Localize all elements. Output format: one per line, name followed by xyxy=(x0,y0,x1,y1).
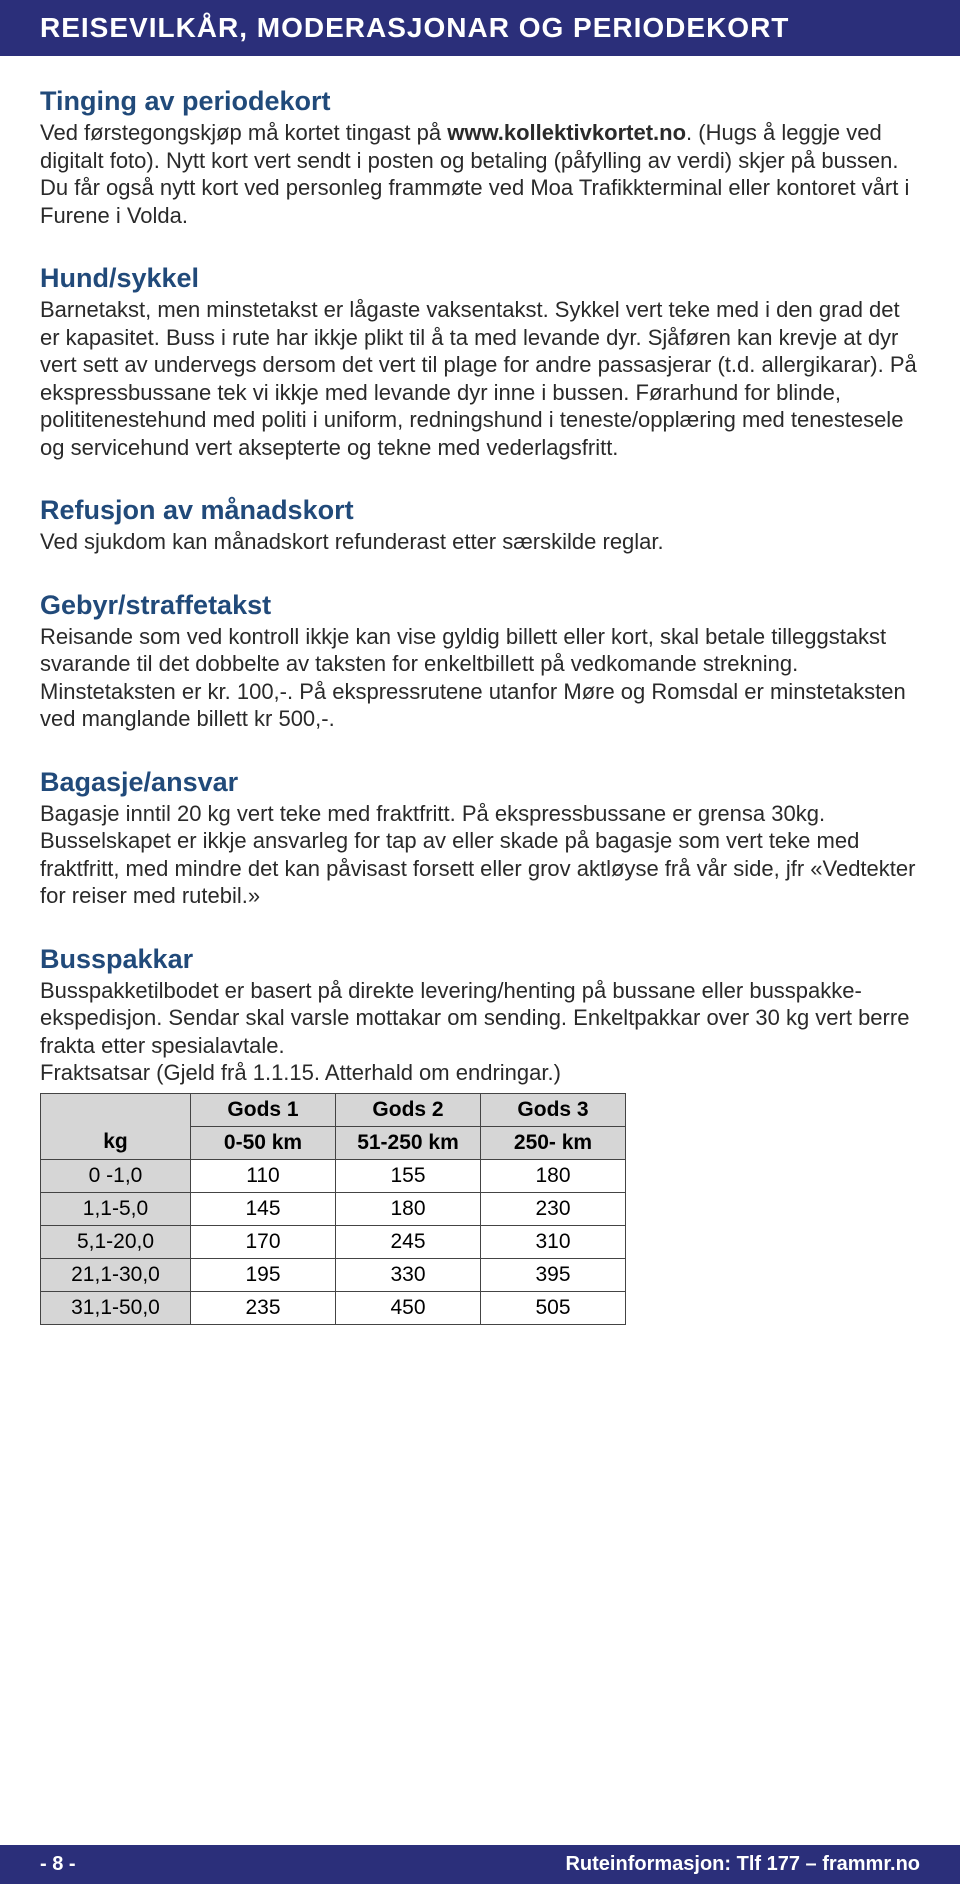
cell: 180 xyxy=(336,1192,481,1225)
th-range1: 0-50 km xyxy=(191,1126,336,1159)
cell-kg: 21,1-30,0 xyxy=(41,1258,191,1291)
footer-bar: - 8 - Ruteinformasjon: Tlf 177 – frammr.… xyxy=(0,1845,960,1884)
th-range3: 250- km xyxy=(481,1126,626,1159)
section-hund: Hund/sykkel Barnetakst, men minstetakst … xyxy=(40,263,920,461)
section-body-hund: Barnetakst, men minstetakst er lågaste v… xyxy=(40,296,920,461)
cell: 505 xyxy=(481,1291,626,1324)
table-row: 1,1-5,0 145 180 230 xyxy=(41,1192,626,1225)
header-bar: REISEVILKÅR, MODERASJONAR OG PERIODEKORT xyxy=(0,0,960,56)
section-title-busspakkar: Busspakkar xyxy=(40,944,920,975)
section-title-hund: Hund/sykkel xyxy=(40,263,920,294)
section-body-bagasje: Bagasje inntil 20 kg vert teke med frakt… xyxy=(40,800,920,910)
cell: 230 xyxy=(481,1192,626,1225)
section-title-tinging: Tinging av periodekort xyxy=(40,86,920,117)
th-gods3: Gods 3 xyxy=(481,1093,626,1126)
cell: 145 xyxy=(191,1192,336,1225)
section-body-gebyr: Reisande som ved kontroll ikkje kan vise… xyxy=(40,623,920,733)
section-bagasje: Bagasje/ansvar Bagasje inntil 20 kg vert… xyxy=(40,767,920,910)
section-body-busspakkar: Busspakketilbodet er basert på direkte l… xyxy=(40,977,920,1060)
cell: 155 xyxy=(336,1159,481,1192)
section-tinging: Tinging av periodekort Ved førstegongskj… xyxy=(40,86,920,229)
cell-kg: 0 -1,0 xyxy=(41,1159,191,1192)
footer-info: Ruteinformasjon: Tlf 177 – frammr.no xyxy=(565,1853,920,1876)
section-refusjon: Refusjon av månadskort Ved sjukdom kan m… xyxy=(40,495,920,556)
table-header-row-1: Gods 1 Gods 2 Gods 3 xyxy=(41,1093,626,1126)
section-title-gebyr: Gebyr/straffetakst xyxy=(40,590,920,621)
cell: 245 xyxy=(336,1225,481,1258)
cell: 235 xyxy=(191,1291,336,1324)
cell: 310 xyxy=(481,1225,626,1258)
freight-table: Gods 1 Gods 2 Gods 3 kg 0-50 km 51-250 k… xyxy=(40,1093,626,1325)
cell: 195 xyxy=(191,1258,336,1291)
rates-label: Fraktsatsar (Gjeld frå 1.1.15. Atterhald… xyxy=(40,1059,920,1087)
section-gebyr: Gebyr/straffetakst Reisande som ved kont… xyxy=(40,590,920,733)
tinging-url: www.kollektivkortet.no xyxy=(447,120,686,145)
table-header-row-2: kg 0-50 km 51-250 km 250- km xyxy=(41,1126,626,1159)
cell: 110 xyxy=(191,1159,336,1192)
cell-kg: 5,1-20,0 xyxy=(41,1225,191,1258)
content: Tinging av periodekort Ved førstegongskj… xyxy=(0,56,960,1379)
cell: 395 xyxy=(481,1258,626,1291)
section-body-tinging: Ved førstegongskjøp må kortet tingast på… xyxy=(40,119,920,229)
section-title-refusjon: Refusjon av månadskort xyxy=(40,495,920,526)
table-row: 31,1-50,0 235 450 505 xyxy=(41,1291,626,1324)
th-gods1: Gods 1 xyxy=(191,1093,336,1126)
th-kg: kg xyxy=(41,1126,191,1159)
th-gods2: Gods 2 xyxy=(336,1093,481,1126)
section-body-refusjon: Ved sjukdom kan månadskort refunderast e… xyxy=(40,528,920,556)
th-blank xyxy=(41,1093,191,1126)
section-title-bagasje: Bagasje/ansvar xyxy=(40,767,920,798)
cell: 450 xyxy=(336,1291,481,1324)
cell-kg: 31,1-50,0 xyxy=(41,1291,191,1324)
cell-kg: 1,1-5,0 xyxy=(41,1192,191,1225)
table-row: 21,1-30,0 195 330 395 xyxy=(41,1258,626,1291)
tinging-text-a: Ved førstegongskjøp må kortet tingast på xyxy=(40,120,447,145)
header-title: REISEVILKÅR, MODERASJONAR OG PERIODEKORT xyxy=(40,12,789,43)
cell: 180 xyxy=(481,1159,626,1192)
cell: 330 xyxy=(336,1258,481,1291)
section-busspakkar: Busspakkar Busspakketilbodet er basert p… xyxy=(40,944,920,1325)
page-number: - 8 - xyxy=(40,1853,76,1876)
cell: 170 xyxy=(191,1225,336,1258)
table-row: 0 -1,0 110 155 180 xyxy=(41,1159,626,1192)
th-range2: 51-250 km xyxy=(336,1126,481,1159)
table-row: 5,1-20,0 170 245 310 xyxy=(41,1225,626,1258)
